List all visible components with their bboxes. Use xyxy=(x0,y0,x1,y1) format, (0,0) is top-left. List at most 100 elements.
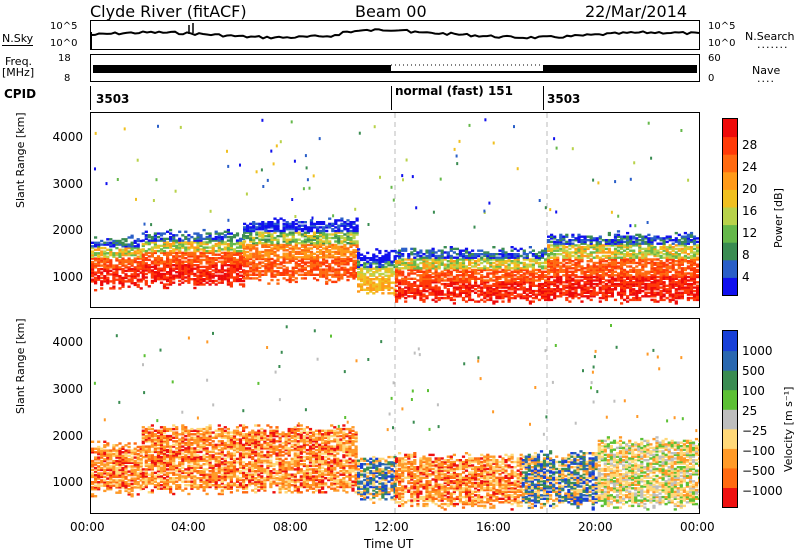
power-echo-cell xyxy=(586,279,590,282)
power-echo-cell xyxy=(540,274,545,277)
power-echo-cell xyxy=(103,275,107,278)
power-echo-cell xyxy=(452,247,456,251)
power-echo-cell xyxy=(352,254,356,257)
power-echo-cell xyxy=(419,258,423,261)
power-echo-cell xyxy=(100,257,104,260)
power-echo-cell xyxy=(641,281,645,284)
power-echo-cell xyxy=(139,252,143,255)
power-echo-cell xyxy=(264,259,268,262)
power-echo-cell xyxy=(181,276,185,279)
power-echo-cell xyxy=(340,250,344,254)
power-echo-cell xyxy=(407,265,411,268)
power-echo-cell xyxy=(103,257,107,260)
power-echo-cell xyxy=(273,259,277,262)
power-echo-cell xyxy=(410,265,414,268)
power-echo-cell xyxy=(565,254,569,258)
power-echo-cell xyxy=(537,289,542,293)
power-echo-cell xyxy=(686,293,690,296)
power-echo-cell xyxy=(166,272,170,276)
power-echo-cell xyxy=(425,267,429,270)
power-echo-cell xyxy=(312,259,317,262)
power-echo-cell xyxy=(401,253,405,256)
power-echo-cell xyxy=(214,249,218,253)
power-echo-cell xyxy=(452,298,456,302)
power-echo-cell xyxy=(577,249,581,252)
power-echo-cell xyxy=(686,291,690,294)
power-echo-cell xyxy=(387,278,391,281)
power-echo-cell xyxy=(379,175,381,179)
power-echo-cell xyxy=(316,261,320,264)
power-echo-cell xyxy=(501,253,505,256)
power-echo-cell xyxy=(531,274,535,277)
power-echo-cell xyxy=(671,246,675,249)
velocity-echo-cell xyxy=(100,468,104,472)
power-echo-cell xyxy=(458,258,462,261)
power-echo-cell xyxy=(610,244,614,247)
power-echo-cell xyxy=(580,249,584,252)
power-echo-cell xyxy=(118,253,122,257)
power-echo-cell xyxy=(175,241,179,244)
power-echo-cell xyxy=(525,281,529,284)
power-echo-cell xyxy=(647,291,651,294)
power-echo-cell xyxy=(97,252,101,255)
power-echo-cell xyxy=(410,288,414,291)
power-echo-cell xyxy=(181,246,185,249)
power-ytick: 3000 xyxy=(52,177,83,191)
power-echo-cell xyxy=(556,258,560,261)
power-echo-cell xyxy=(229,283,233,286)
velocity-echo-cell xyxy=(109,482,113,486)
power-echo-cell xyxy=(346,275,350,278)
power-echo-cell xyxy=(407,289,411,293)
power-echo-cell xyxy=(214,283,218,286)
power-echo-cell xyxy=(375,269,379,272)
velocity-echo-cell xyxy=(94,488,98,491)
power-echo-cell xyxy=(246,231,250,234)
power-echo-cell xyxy=(680,286,684,289)
power-echo-cell xyxy=(112,264,116,267)
power-echo-cell xyxy=(387,285,391,288)
power-echo-cell xyxy=(683,260,687,263)
power-echo-cell xyxy=(264,226,268,229)
velocity-echo-cell xyxy=(115,444,119,447)
power-echo-cell xyxy=(360,283,364,286)
power-echo-cell xyxy=(577,265,581,268)
power-echo-cell xyxy=(316,254,320,257)
power-echo-cell xyxy=(127,245,131,248)
power-echo-cell xyxy=(598,258,602,261)
power-echo-cell xyxy=(410,270,414,273)
power-echo-cell xyxy=(112,255,116,258)
power-echo-cell xyxy=(689,274,694,277)
velocity-echo-cell xyxy=(109,456,113,459)
power-echo-cell xyxy=(275,144,278,148)
power-echo-cell xyxy=(516,265,520,268)
power-echo-cell xyxy=(562,281,566,284)
power-echo-cell xyxy=(653,284,657,287)
power-echo-cell xyxy=(550,293,554,296)
power-echo-cell xyxy=(671,261,675,265)
power-echo-cell xyxy=(550,235,554,238)
power-echo-cell xyxy=(562,268,566,272)
power-echo-cell xyxy=(214,264,218,267)
power-echo-cell xyxy=(461,286,466,289)
power-echo-cell xyxy=(556,260,560,263)
power-echo-cell xyxy=(452,260,456,263)
power-echo-cell xyxy=(133,253,137,257)
power-echo-cell xyxy=(282,243,286,247)
power-echo-cell xyxy=(592,237,596,240)
power-echo-cell xyxy=(273,275,277,278)
power-echo-cell xyxy=(174,189,177,193)
power-echo-cell xyxy=(613,233,618,237)
power-echo-cell xyxy=(366,260,370,263)
power-echo-cell xyxy=(471,275,475,279)
power-echo-cell xyxy=(644,247,648,251)
power-echo-cell xyxy=(130,276,134,280)
power-echo-cell xyxy=(366,251,370,255)
velocity-echo-cell xyxy=(97,447,101,450)
power-echo-cell xyxy=(440,263,444,266)
power-echo-cell xyxy=(568,295,572,298)
power-echo-cell xyxy=(395,261,399,265)
power-echo-cell xyxy=(613,263,618,266)
power-echo-cell xyxy=(162,242,167,246)
power-echo-cell xyxy=(337,245,341,248)
power-echo-cell xyxy=(620,296,624,300)
